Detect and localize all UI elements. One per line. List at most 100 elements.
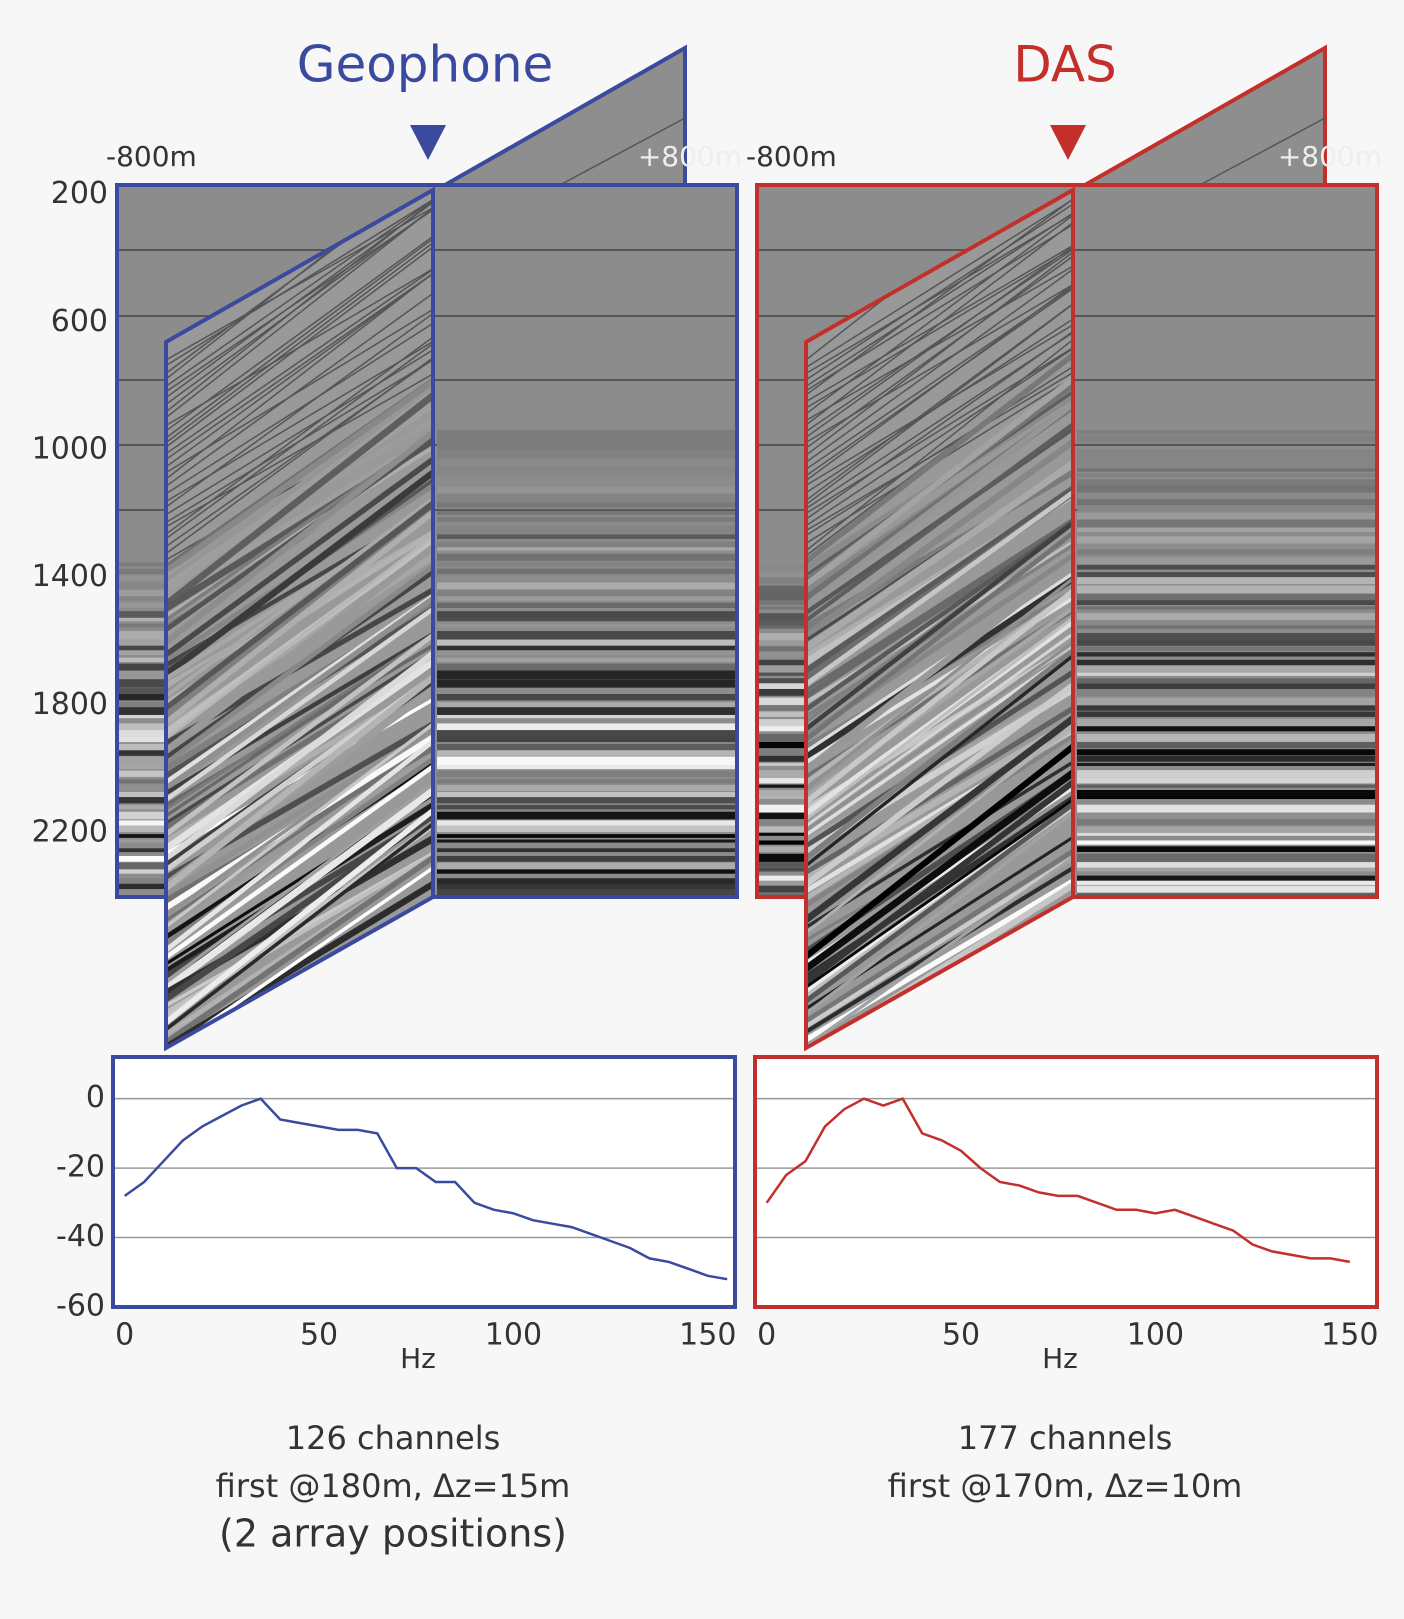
reflector — [757, 832, 807, 836]
reflector — [117, 602, 167, 608]
reflector — [757, 862, 807, 868]
plot-frame — [111, 1055, 737, 1309]
reflector — [117, 589, 167, 597]
reflector — [117, 811, 167, 820]
reflector — [757, 600, 807, 606]
reflector — [437, 779, 737, 784]
slanted-reflector — [806, 520, 1073, 712]
reflector — [437, 458, 737, 464]
reflector — [1077, 840, 1377, 845]
reflector — [757, 585, 807, 595]
reflector — [1077, 819, 1377, 826]
reflector — [1077, 549, 1377, 555]
slanted-reflector — [166, 206, 433, 361]
slanted-reflector — [806, 520, 1073, 731]
reflector — [437, 582, 737, 590]
reflector — [1077, 749, 1377, 756]
slanted-reflector — [166, 741, 433, 922]
reflector — [437, 848, 737, 853]
reflector — [1077, 832, 1377, 836]
slanted-reflector — [166, 764, 433, 960]
reflector — [1077, 625, 1377, 629]
reflector — [757, 652, 807, 657]
reflector — [437, 575, 737, 581]
reflector — [1077, 875, 1377, 882]
reflector — [437, 562, 737, 567]
slanted-reflector — [806, 212, 1073, 387]
reflector — [757, 741, 807, 749]
slanted-reflector — [166, 822, 433, 1031]
slanted-reflector — [166, 238, 433, 439]
slanted-reflector — [166, 510, 433, 725]
y-tick-label: -20 — [56, 1150, 105, 1185]
reflector — [1077, 485, 1377, 493]
slanted-reflector — [806, 268, 1073, 463]
reflector — [117, 855, 167, 862]
slanted-reflector — [166, 457, 433, 658]
reflector — [757, 665, 807, 673]
reflector — [437, 493, 737, 503]
slanted-reflector — [166, 782, 433, 983]
reflector — [437, 479, 737, 483]
reflector — [757, 625, 807, 629]
slanted-section — [806, 190, 1073, 1048]
reflector — [437, 855, 737, 862]
offset-label: +800m — [1278, 140, 1382, 173]
reflector — [437, 465, 737, 473]
panel-title: Geophone — [297, 36, 554, 94]
reflector — [437, 611, 737, 620]
reflector — [437, 534, 737, 539]
reflector — [117, 797, 167, 804]
reflector — [1077, 804, 1377, 813]
reflector — [117, 679, 167, 688]
reflector — [757, 697, 807, 705]
reflector — [1077, 633, 1377, 642]
slanted-reflector — [166, 343, 433, 540]
reflector — [757, 640, 807, 646]
slanted-reflector — [806, 338, 1073, 552]
reflector — [757, 853, 807, 862]
reflector — [437, 568, 737, 575]
reflector — [437, 702, 737, 710]
depth-tick-label: 1800 — [32, 687, 108, 722]
reflector — [757, 762, 807, 767]
reflector — [437, 825, 737, 833]
y-tick-label: -40 — [56, 1219, 105, 1254]
slanted-reflector — [166, 787, 433, 992]
reflector — [117, 750, 167, 756]
reflector — [117, 792, 167, 798]
reflector — [117, 562, 167, 567]
reflector — [437, 688, 737, 696]
y-tick-label: 0 — [86, 1080, 105, 1115]
reflector — [757, 572, 807, 579]
depth-tick-label: 1400 — [32, 559, 108, 594]
reflector — [437, 436, 737, 444]
reflector — [1077, 457, 1377, 466]
slanted-reflector — [166, 199, 433, 413]
reflector — [117, 805, 167, 810]
slanted-reflector — [166, 596, 433, 791]
reflector — [757, 885, 807, 893]
reflector — [1077, 733, 1377, 742]
offset-label: -800m — [746, 140, 837, 173]
slanted-reflector — [806, 255, 1073, 449]
reflector — [117, 714, 167, 719]
slanted-reflector — [806, 654, 1073, 867]
slanted-reflector — [806, 318, 1073, 494]
slanted-reflector — [806, 248, 1073, 433]
reflector — [1077, 784, 1377, 788]
slanted-reflector — [166, 356, 433, 555]
slanted-reflector — [806, 198, 1073, 396]
reflector — [757, 875, 807, 882]
reflector — [437, 743, 737, 751]
reflector — [117, 575, 167, 581]
reflector — [437, 764, 737, 770]
reflector — [437, 430, 737, 439]
reflector — [1077, 795, 1377, 800]
reflector — [757, 678, 807, 684]
reflector — [1077, 449, 1377, 458]
reflector — [437, 486, 737, 494]
slanted-reflector — [806, 518, 1073, 699]
reflector — [757, 593, 807, 601]
reflector — [1077, 499, 1377, 506]
